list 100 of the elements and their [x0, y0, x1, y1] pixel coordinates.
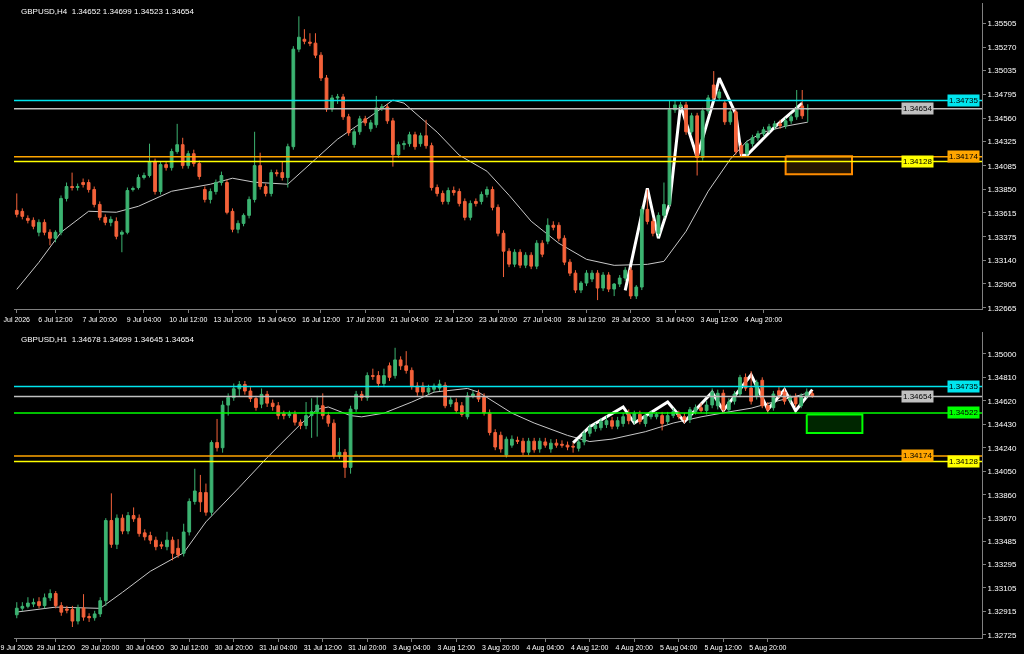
candlestick — [379, 103, 384, 112]
candlestick — [158, 161, 163, 196]
candlestick — [800, 89, 805, 120]
candlestick — [649, 410, 653, 420]
candlestick — [302, 28, 307, 45]
candlestick — [651, 217, 655, 237]
candlestick — [48, 228, 52, 246]
y-tick-label: 1.32915 — [987, 607, 1018, 617]
candlestick — [363, 115, 368, 127]
candlestick — [204, 483, 208, 517]
candlestick — [424, 119, 428, 150]
candlestick — [778, 119, 782, 130]
candlestick — [324, 74, 329, 113]
candlestick — [192, 468, 197, 506]
candlestick — [365, 371, 370, 402]
candlestick — [515, 436, 520, 445]
ref-line-label: 1.34654 — [903, 392, 933, 401]
candlestick — [612, 282, 617, 297]
candlestick — [335, 93, 340, 105]
candlestick — [512, 248, 517, 268]
ref-line-label: 1.34128 — [949, 457, 979, 466]
candlestick — [634, 284, 639, 300]
candlestick — [656, 211, 661, 237]
y-tick-label: 1.34560 — [987, 113, 1018, 123]
candlestick — [560, 439, 564, 449]
candlestick — [387, 362, 392, 382]
candlestick — [426, 384, 431, 396]
candlestick — [521, 437, 525, 456]
y-tick-label: 1.34050 — [987, 467, 1018, 477]
y-tick-label: 1.35035 — [987, 66, 1018, 76]
candlestick — [715, 389, 720, 410]
candlestick — [357, 115, 362, 136]
candlestick — [103, 517, 108, 607]
candlestick — [756, 130, 760, 142]
candlestick — [287, 410, 292, 419]
candlestick — [504, 436, 509, 459]
candlestick — [754, 379, 759, 401]
y-tick-label: 1.33860 — [987, 490, 1018, 500]
candlestick — [721, 389, 726, 414]
candlestick — [236, 219, 240, 234]
y-tick-label: 1.33140 — [987, 256, 1018, 266]
candlestick — [153, 158, 157, 196]
candlestick — [352, 128, 357, 149]
y-tick-label: 1.33850 — [987, 185, 1018, 195]
candlestick — [131, 186, 135, 193]
candlestick — [108, 215, 113, 227]
candlestick — [64, 182, 69, 202]
candlestick — [254, 395, 258, 412]
candlestick — [396, 141, 401, 159]
candlestick — [543, 437, 548, 449]
candlestick — [772, 120, 777, 131]
candlestick — [297, 15, 301, 53]
y-tick-label: 1.34620 — [987, 396, 1018, 406]
candlestick — [728, 108, 733, 126]
text: GBPUSD,H4 1.34652 1.34699 1.34523 1.34654 — [21, 7, 195, 16]
candlestick — [548, 438, 553, 454]
candlestick — [53, 229, 58, 243]
candlestick — [263, 183, 268, 197]
y-tick-label: 1.34240 — [987, 443, 1018, 453]
y-tick-label: 1.32725 — [987, 630, 1018, 640]
candlestick — [471, 390, 475, 399]
candlestick — [722, 99, 727, 126]
y-tick-label: 1.34430 — [987, 420, 1018, 430]
candlestick — [794, 89, 799, 121]
candlestick — [440, 190, 445, 205]
candlestick — [142, 172, 146, 181]
candlestick — [639, 205, 644, 291]
candlestick — [638, 410, 642, 425]
candlestick — [385, 103, 390, 125]
candlestick — [793, 392, 798, 408]
candlestick — [485, 186, 489, 198]
candlestick — [545, 217, 550, 245]
y-tick-label: 1.32905 — [987, 279, 1018, 289]
y-tick-label: 1.33615 — [987, 208, 1018, 218]
candlestick — [126, 511, 130, 535]
candlestick — [265, 390, 269, 408]
candlestick — [120, 513, 125, 535]
candlestick — [532, 437, 537, 454]
candlestick — [418, 132, 423, 148]
y-tick-label: 1.32665 — [987, 303, 1018, 313]
y-tick-label: 1.34325 — [987, 137, 1018, 147]
candlestick — [382, 368, 386, 388]
y-tick-label: 1.35000 — [987, 349, 1018, 359]
candlestick — [551, 220, 556, 231]
chart-title: GBPUSD,H1 1.34678 1.34699 1.34645 1.34654 — [21, 335, 195, 344]
candlestick — [259, 387, 264, 409]
candlestick — [496, 203, 500, 237]
ref-line-label: 1.34654 — [903, 104, 933, 113]
candlestick — [42, 218, 47, 236]
candlestick — [252, 131, 257, 203]
candlestick — [765, 401, 770, 414]
candlestick — [711, 70, 716, 102]
candlestick — [628, 266, 633, 300]
y-tick-label: 1.34795 — [987, 90, 1018, 100]
candlestick — [341, 93, 345, 121]
candlestick — [147, 143, 152, 179]
candlestick — [498, 431, 503, 454]
candlestick — [540, 239, 545, 258]
candlestick — [413, 131, 417, 151]
candlestick — [606, 271, 611, 293]
